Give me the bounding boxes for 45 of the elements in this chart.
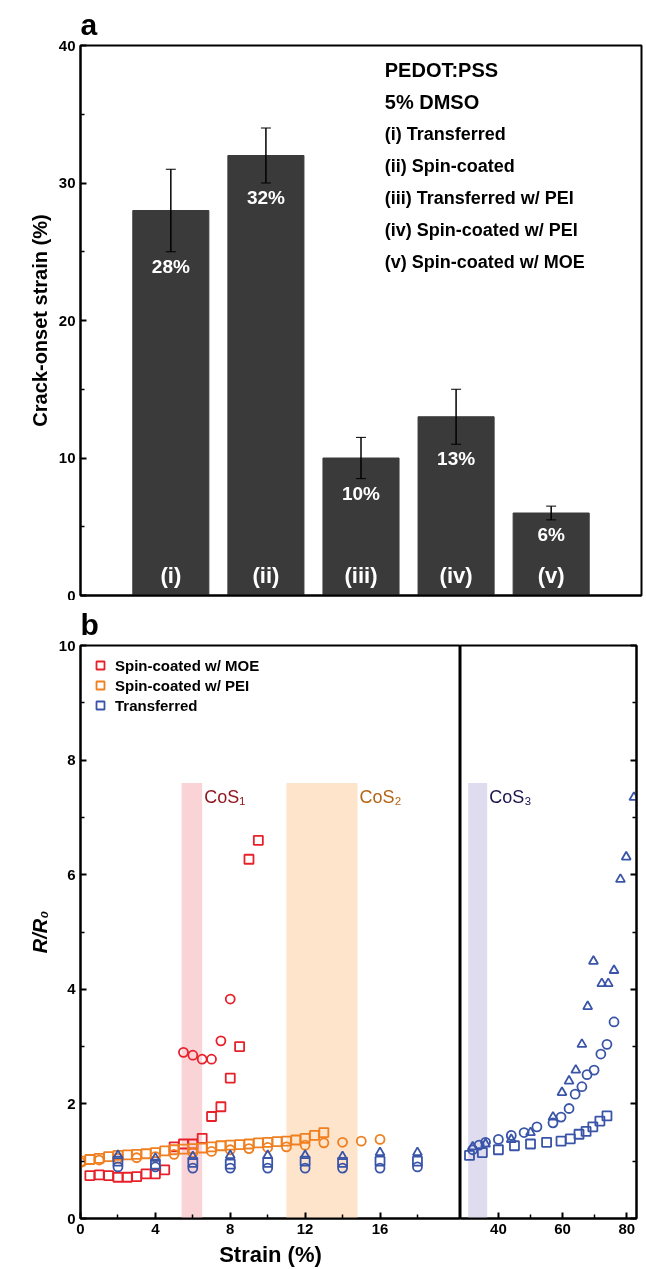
chart-title: b [80,607,99,641]
y-tick-label: 0 [67,586,76,604]
legend-label: Spin-coated w/ MOE [115,656,260,674]
band-label: CoS₁ [204,787,246,808]
y-tick-label: 6 [67,865,76,883]
x-tick-label: 4 [151,1219,161,1237]
legend-label: Spin-coated w/ PEI [115,676,250,694]
band-label: CoS₃ [489,787,532,808]
annotation: PEDOT:PSS [384,59,499,82]
annotation: (i) Transferred [384,124,506,145]
category-label: (iv) [439,562,473,588]
annotation: (iii) Transferred w/ PEI [384,187,574,208]
x-tick-label: 16 [371,1219,389,1237]
data-label: 10% [341,482,381,504]
x-tick-label: 12 [296,1219,314,1237]
chart-title: a [80,7,98,41]
y-tick-label: 30 [58,174,76,191]
x-axis-title: Strain (%) [219,1241,322,1267]
data-label: 32% [246,187,286,208]
x-tick-label: 8 [226,1219,235,1237]
y-axis-title: R/R₀ [28,910,51,954]
y-tick-label: 10 [58,449,76,466]
annotation: (v) Spin-coated w/ MOE [384,251,585,272]
y-tick-label: 40 [58,36,76,54]
x-tick-label: 60 [554,1219,571,1237]
band-label: CoS₂ [359,787,402,808]
annotation: (iv) Spin-coated w/ PEI [384,219,578,240]
data-label: 6% [537,523,566,545]
category-label: (v) [537,562,565,588]
y-tick-label: 4 [67,980,77,998]
y-tick-label: 20 [58,311,76,329]
y-axis-title: Crack-onset strain (%) [28,214,51,427]
y-tick-label: 2 [67,1094,76,1112]
x-tick-label: 40 [490,1219,507,1237]
category-label: (iii) [344,562,378,588]
data-label: 28% [151,255,190,277]
legend-label: Transferred [115,696,198,714]
data-label: 13% [437,448,476,470]
category-label: (i) [160,562,182,588]
x-tick-label: 80 [618,1219,636,1237]
annotation: 5% DMSO [384,91,480,114]
annotation: (ii) Spin-coated [384,155,515,176]
y-tick-label: 10 [58,636,76,654]
category-label: (ii) [252,562,280,588]
y-tick-label: 8 [67,751,76,769]
